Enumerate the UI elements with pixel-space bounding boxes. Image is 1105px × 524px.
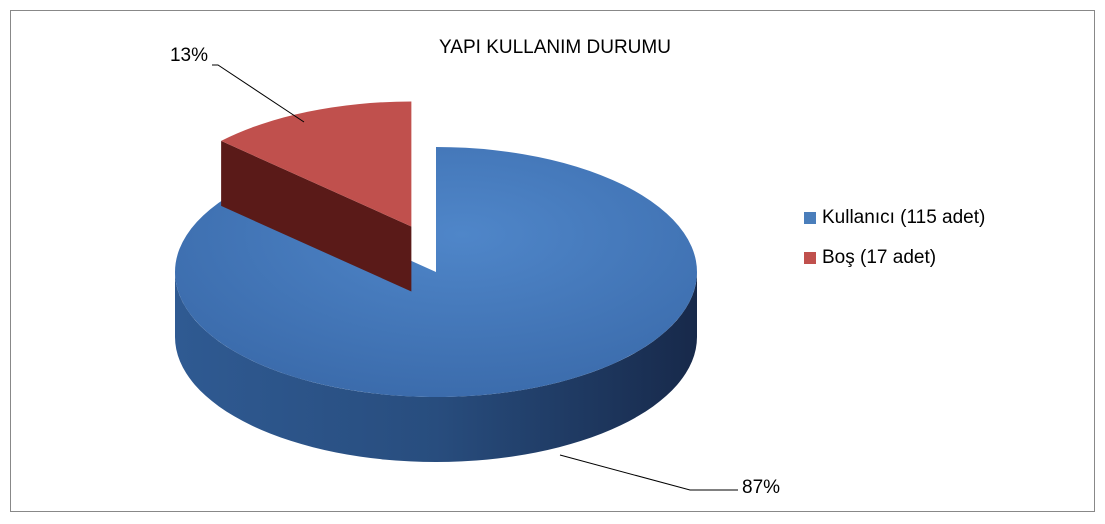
legend-swatch <box>804 252 816 264</box>
data-label: 13% <box>170 45 208 66</box>
legend-label: Boş (17 adet) <box>822 247 936 268</box>
pie-slice <box>221 101 412 227</box>
legend-swatch <box>804 212 816 224</box>
legend-label: Kullanıcı (115 adet) <box>822 207 985 228</box>
chart-title: YAPI KULLANIM DURUMU <box>439 37 671 58</box>
pie-slice-face <box>221 140 412 292</box>
leader-line <box>559 454 738 491</box>
leader-line <box>212 64 305 123</box>
pie-slice <box>174 147 698 398</box>
pie-slice-side <box>175 272 697 462</box>
data-label: 87% <box>742 477 780 498</box>
